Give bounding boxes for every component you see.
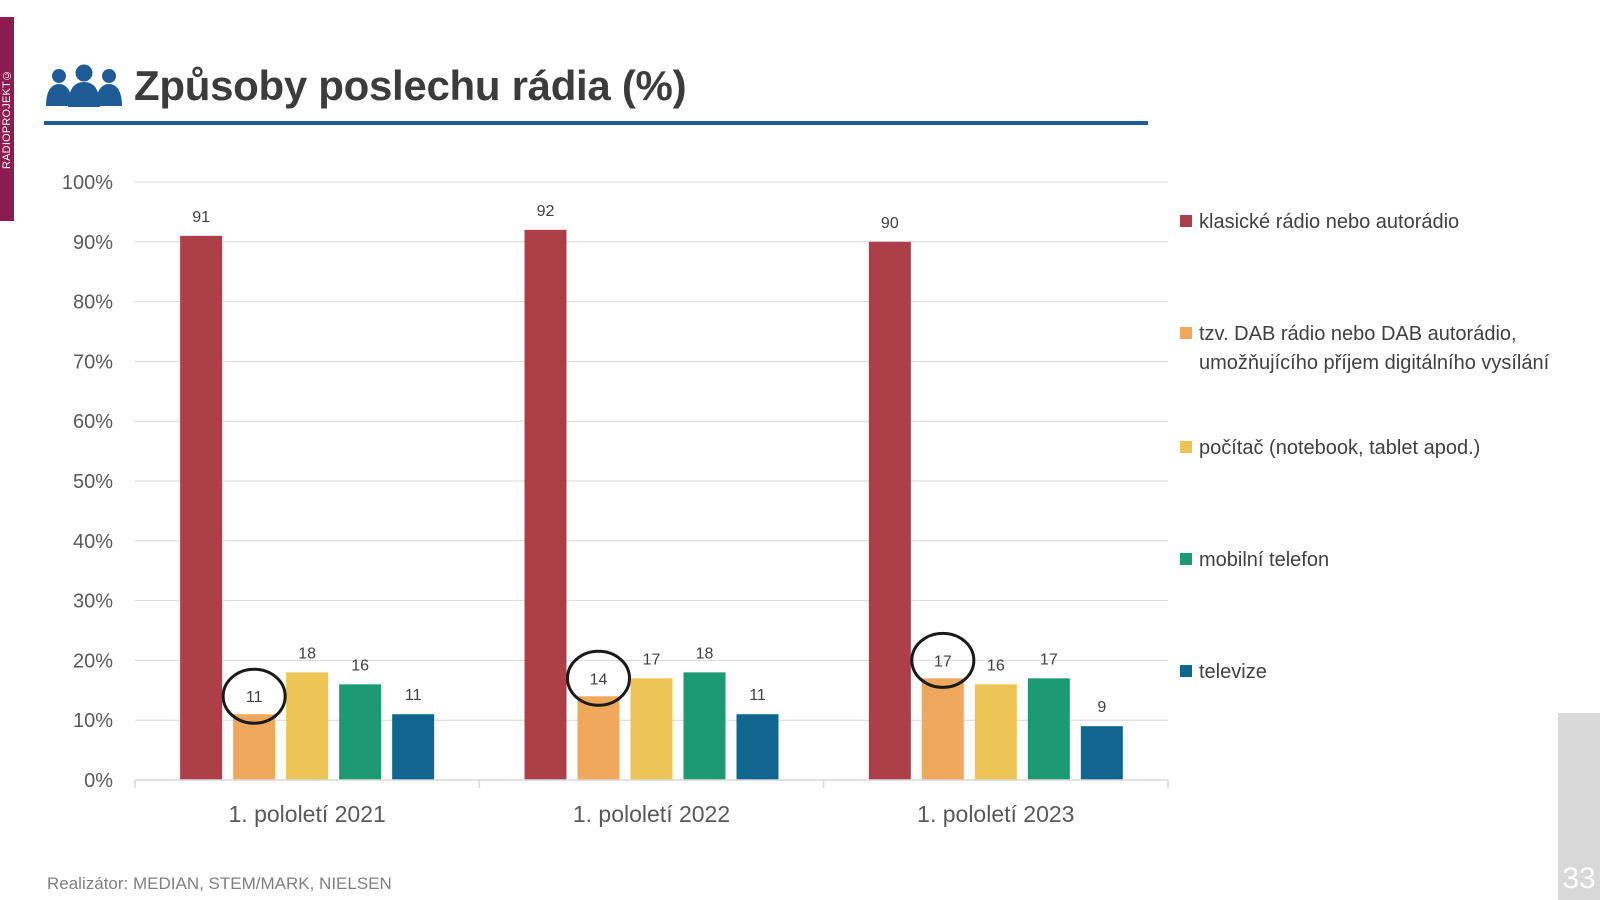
bar [577,696,620,780]
y-tick-label: 10% [73,710,113,732]
legend-swatch [1180,327,1192,339]
x-axis [134,779,1169,788]
data-label: 17 [643,651,661,668]
y-tick-label: 90% [73,232,113,254]
bar [339,684,382,780]
legend-item: klasické rádio nebo autorádio [1180,208,1569,237]
bar [630,678,673,780]
data-label: 90 [881,215,899,232]
y-tick-label: 80% [73,292,113,314]
y-tick-label: 0% [84,770,113,792]
data-label: 91 [192,209,210,226]
legend-label: počítač (notebook, tablet apod.) [1199,437,1481,459]
x-category-label: 1. pololetí 2022 [573,801,730,827]
y-tick-label: 70% [73,351,113,373]
bar [1027,678,1070,780]
highlight-circle [910,631,976,689]
data-label: 11 [246,689,263,706]
bar [180,235,223,780]
y-tick-label: 50% [73,471,113,493]
y-tick-label: 60% [73,411,113,433]
data-label: 17 [934,653,952,670]
bar [683,672,726,780]
title-row: Způsoby poslechu rádia (%) [44,56,687,116]
people-group-icon [46,64,122,107]
highlight-circle [221,667,287,725]
legend-label: televize [1199,661,1267,683]
legend-label: mobilní telefon [1199,549,1330,571]
data-label: 92 [537,203,555,220]
bar [868,241,911,781]
highlight-circle [566,649,631,707]
data-label: 11 [749,687,766,704]
y-tick-label: 100% [62,172,113,194]
legend-swatch [1180,215,1192,227]
data-label: 16 [987,657,1005,674]
page-number: 33 [1562,862,1596,895]
data-label: 11 [405,687,422,704]
legend-label: klasické rádio nebo autorádio [1199,211,1460,233]
data-label: 17 [1040,651,1058,668]
x-axis-categories: 1. pololetí 2021 1. pololetí 2022 1. polol… [229,801,1075,827]
data-label: 18 [696,645,714,662]
bars [180,229,1123,781]
y-tick-label: 30% [73,591,113,613]
data-label: 16 [351,657,369,674]
bar [736,714,779,780]
data-label: 14 [590,671,608,688]
bar [974,684,1017,780]
legend-label: tzv. DAB rádio nebo DAB autorádio, umožň… [1199,323,1550,374]
y-axis-ticks: 0% 10% 20% 30% 40% 50% 60% 70% 80% 90% 100% [62,172,113,792]
data-labels: 91 11 18 16 11 92 14 17 18 11 90 17 16 17 9 [192,203,1106,716]
y-tick-label: 40% [73,531,113,553]
x-category-label: 1. pololetí 2021 [229,801,386,827]
title-underline [44,121,1148,125]
bar [233,714,276,780]
y-tick-label: 20% [73,650,113,672]
data-label: 18 [298,645,316,662]
legend-swatch [1180,441,1192,453]
gridlines [135,181,1168,721]
bar-chart: 0% 10% 20% 30% 40% 50% 60% 70% 80% 90% 100% 91 11 18… [62,172,1169,827]
highlight-circles [221,631,976,725]
bar [524,229,567,781]
legend-swatch [1180,665,1192,677]
bar [286,672,329,780]
bar [1080,726,1123,780]
legend-item: tzv. DAB rádio nebo DAB autorádio, umožň… [1180,320,1569,378]
legend-item: mobilní telefon [1180,546,1569,575]
brand-side-bar [0,17,14,221]
legend-item: televize [1180,658,1569,687]
legend-item: počítač (notebook, tablet apod.) [1180,434,1569,463]
data-label: 9 [1097,699,1106,716]
x-category-label: 1. pololetí 2023 [917,801,1074,827]
source-note: Realizátor: MEDIAN, STEM/MARK, NIELSEN [47,874,392,893]
legend-swatch [1180,553,1192,565]
page-number-tab [1558,713,1600,900]
bar [921,678,964,780]
bar [392,714,435,780]
page-title: Způsoby poslechu rádia (%) [134,62,687,109]
